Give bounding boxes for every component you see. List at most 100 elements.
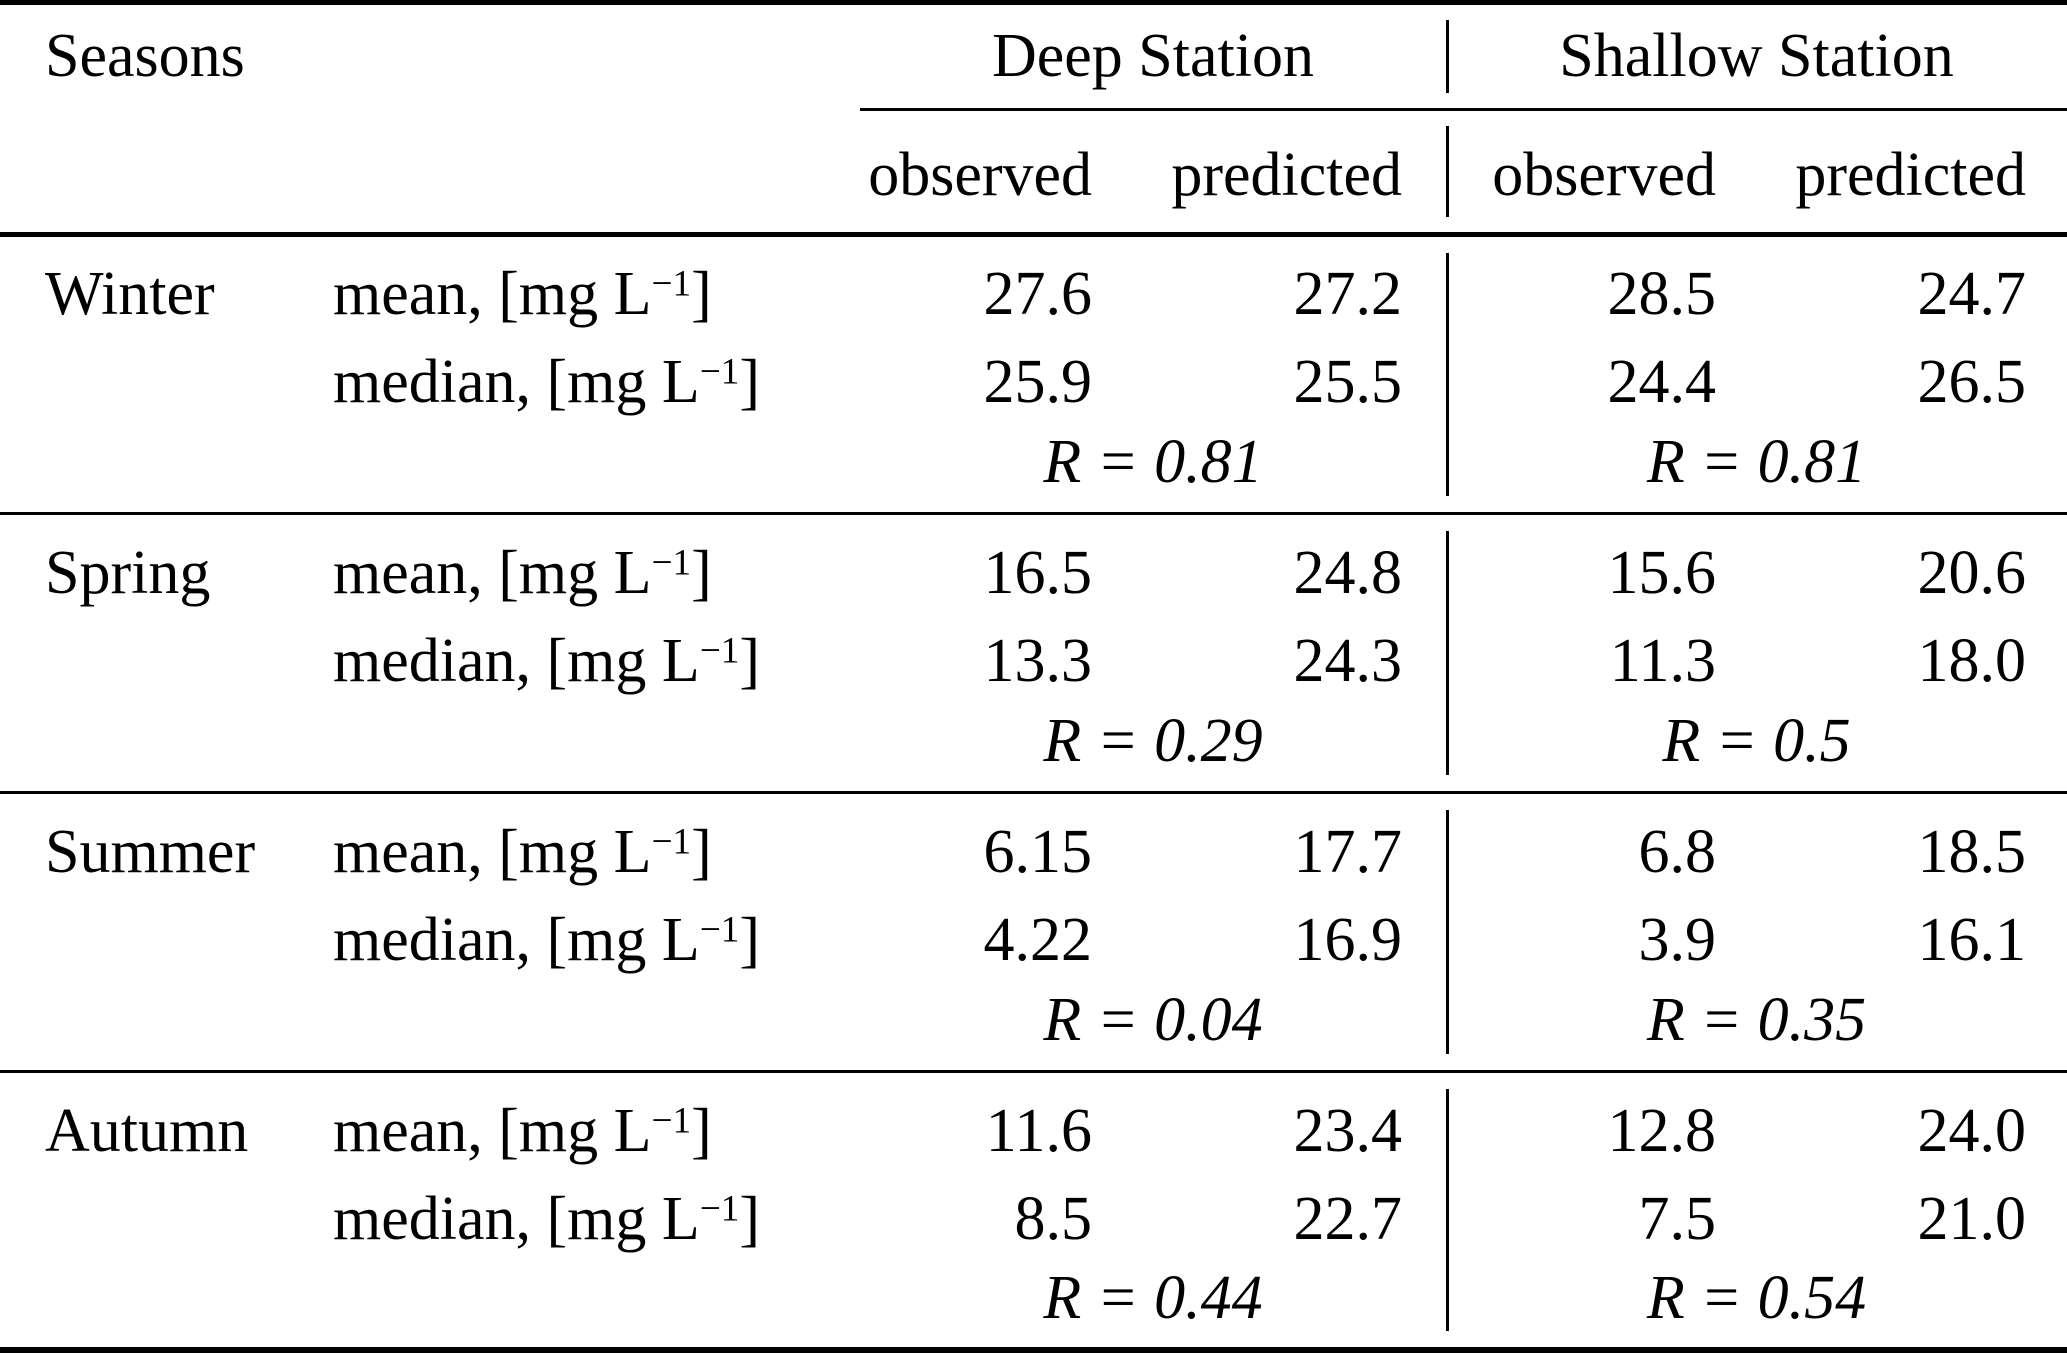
spacer-cell [0,703,333,794]
summer-mean-row: Summer mean, [mg L−1] 6.15 17.7 6.8 18.5 [0,792,2067,899]
stat-label-text: mean, [mg L [333,1096,652,1165]
season-section-spring: Spring mean, [mg L−1] 16.5 24.8 15.6 20.… [0,513,2067,794]
spacer-cell [333,425,860,515]
value-cell: 13.3 [983,627,1093,696]
value-cell: 18.0 [1917,627,2027,696]
column-header-shallow-observed: observed [1446,109,1736,237]
spring-mean-row: Spring mean, [mg L−1] 16.5 24.8 15.6 20.… [0,513,2067,620]
spacer-cell [0,899,333,983]
column-header-seasons: Seasons [0,2,860,237]
stat-label-median: median, [mg L−1] [333,899,860,983]
value-cell: 7.5 [1446,1177,1736,1262]
value-cell: 11.6 [985,1096,1092,1165]
value-cell: 24.4 [1446,340,1736,426]
column-header-deep-observed: observed [860,109,1112,237]
value-cell: 16.5 [983,538,1093,607]
value-cell: 6.8 [1446,792,1736,899]
stat-label-median: median, [mg L−1] [333,1177,860,1261]
winter-median-row: median, [mg L−1] 25.9 25.5 24.4 26.5 [0,340,2067,426]
season-label: Summer [45,817,256,886]
stat-label-mean: mean, [mg L−1] [333,1071,860,1177]
r-value-deep: R = 0.29 [860,703,1446,794]
unit-close-bracket: ] [739,906,760,975]
unit-close-bracket: ] [691,538,712,607]
value-cell: 3.9 [1446,898,1736,983]
value-cell: 24.7 [1917,260,2027,329]
unit-superscript: −1 [699,909,740,951]
unit-close-bracket: ] [691,817,712,886]
value-cell: 16.1 [1917,906,2027,975]
unit-superscript: −1 [699,630,740,672]
spring-correlation-row: R = 0.29 R = 0.5 [0,703,2067,794]
stat-label-text: mean, [mg L [333,260,652,329]
stat-label-text: median, [mg L [333,906,700,975]
spacer-cell [0,982,333,1073]
spacer-cell [333,703,860,794]
value-cell: 15.6 [1446,513,1736,620]
stat-label-text: mean, [mg L [333,538,652,607]
spacer-cell [333,982,860,1073]
spacer-cell [0,425,333,515]
value-cell: 8.5 [1014,1185,1093,1254]
column-header-shallow-predicted: predicted [1736,109,2067,237]
value-cell: 16.9 [1293,906,1403,975]
winter-correlation-row: R = 0.81 R = 0.81 [0,425,2067,515]
value-cell: 11.3 [1446,619,1736,704]
stat-label-median: median, [mg L−1] [333,620,860,704]
season-label: Spring [45,538,211,607]
summer-correlation-row: R = 0.04 R = 0.35 [0,982,2067,1073]
stat-label-text: median, [mg L [333,627,700,696]
value-cell: 24.8 [1293,538,1403,607]
season-section-winter: Winter mean, [mg L−1] 27.6 27.2 28.5 24.… [0,234,2067,515]
stat-label-mean: mean, [mg L−1] [333,235,860,341]
value-cell: 18.5 [1917,817,2027,886]
column-header-shallow-station: Shallow Station [1446,2,2067,111]
value-cell: 17.7 [1293,817,1403,886]
season-label: Autumn [45,1096,249,1165]
value-cell: 25.5 [1293,348,1403,417]
r-value-shallow: R = 0.81 [1446,425,2067,515]
r-value-shallow: R = 0.35 [1446,982,2067,1073]
r-value-deep: R = 0.04 [860,982,1446,1073]
value-cell: 23.4 [1293,1096,1403,1165]
autumn-mean-row: Autumn mean, [mg L−1] 11.6 23.4 12.8 24.… [0,1071,2067,1178]
spacer-cell [0,620,333,704]
value-cell: 28.5 [1446,234,1736,341]
unit-close-bracket: ] [739,348,760,417]
unit-superscript: −1 [651,542,692,584]
unit-close-bracket: ] [691,1096,712,1165]
stat-label-median: median, [mg L−1] [333,341,860,425]
winter-mean-row: Winter mean, [mg L−1] 27.6 27.2 28.5 24.… [0,234,2067,341]
season-section-summer: Summer mean, [mg L−1] 6.15 17.7 6.8 18.5… [0,792,2067,1073]
unit-close-bracket: ] [739,1185,760,1254]
unit-superscript: −1 [699,1188,740,1230]
spacer-cell [333,1261,860,1352]
summer-median-row: median, [mg L−1] 4.22 16.9 3.9 16.1 [0,898,2067,983]
spacer-cell [0,341,333,425]
value-cell: 4.22 [983,906,1093,975]
value-cell: 22.7 [1293,1185,1403,1254]
r-value-shallow: R = 0.5 [1446,703,2067,794]
r-value-shallow: R = 0.54 [1446,1261,2067,1352]
value-cell: 12.8 [1446,1071,1736,1178]
stat-label-mean: mean, [mg L−1] [333,513,860,619]
autumn-correlation-row: R = 0.44 R = 0.54 [0,1261,2067,1352]
value-cell: 27.6 [983,260,1093,329]
table-header: Seasons Deep Station Shallow Station obs… [0,2,2067,237]
column-header-deep-predicted: predicted [1112,109,1446,237]
value-cell: 6.15 [983,817,1093,886]
unit-superscript: −1 [651,1099,692,1141]
stat-label-text: median, [mg L [333,348,700,417]
r-value-deep: R = 0.81 [860,425,1446,515]
station-header-row: Seasons Deep Station Shallow Station [0,2,2067,237]
unit-superscript: −1 [699,351,740,393]
spacer-cell [0,1177,333,1261]
value-cell: 27.2 [1293,260,1403,329]
unit-superscript: −1 [651,821,692,863]
unit-close-bracket: ] [691,260,712,329]
value-cell: 24.0 [1917,1096,2027,1165]
spring-median-row: median, [mg L−1] 13.3 24.3 11.3 18.0 [0,619,2067,704]
autumn-median-row: median, [mg L−1] 8.5 22.7 7.5 21.0 [0,1177,2067,1262]
column-header-deep-station: Deep Station [860,2,1446,111]
